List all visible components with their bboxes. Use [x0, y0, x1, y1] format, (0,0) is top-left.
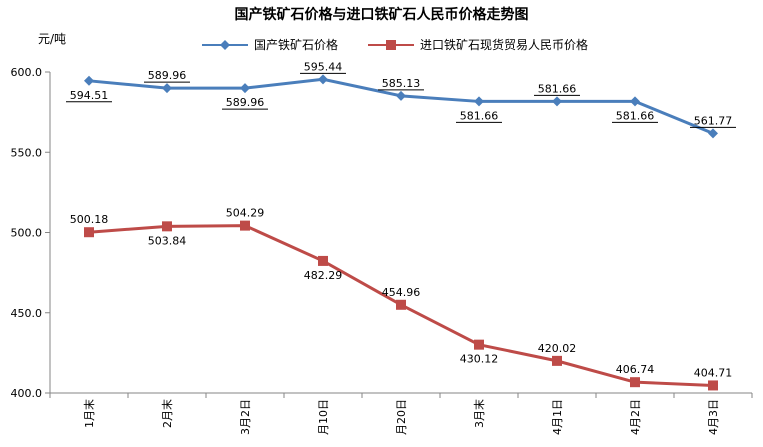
data-point-square [84, 227, 94, 238]
data-label: 595.44 [304, 60, 343, 73]
data-point-square [552, 355, 562, 366]
data-label: 581.66 [460, 109, 499, 122]
data-label: 581.66 [538, 82, 577, 95]
y-axis-unit-label: 元/吨 [38, 32, 67, 46]
x-tick-label: 月20日 [395, 399, 408, 435]
data-point-square [318, 255, 328, 266]
data-point-diamond [630, 96, 640, 107]
x-tick-label: 4月2日 [629, 399, 642, 435]
data-label: 404.71 [694, 366, 733, 379]
x-tick-label: 1月末 [82, 399, 96, 428]
data-label: 561.77 [694, 114, 733, 127]
data-point-diamond [240, 83, 250, 94]
data-label: 420.02 [538, 342, 577, 355]
data-point-diamond [552, 96, 562, 107]
y-tick-label: 450.0 [11, 307, 43, 320]
data-label: 585.13 [382, 77, 421, 90]
data-point-diamond [318, 74, 328, 85]
y-tick-label: 600.0 [11, 66, 43, 79]
data-label: 504.29 [226, 207, 265, 220]
legend-marker-square [368, 39, 415, 50]
data-point-diamond [396, 90, 406, 101]
chart-title: 国产铁矿石价格与进口铁矿石人民币价格走势图 [234, 7, 529, 23]
x-tick-label: 3月2日 [239, 399, 252, 435]
data-point-diamond [474, 96, 484, 107]
data-point-square [474, 339, 484, 350]
data-label: 581.66 [616, 109, 655, 122]
data-label: 589.96 [148, 69, 187, 82]
data-label: 482.29 [304, 269, 343, 282]
y-tick-label: 550.0 [11, 146, 43, 159]
data-label: 500.18 [70, 213, 109, 226]
x-tick-label: 3月末 [472, 399, 486, 428]
y-tick-label: 400.0 [11, 387, 43, 400]
data-point-square [162, 221, 172, 232]
data-label: 454.96 [382, 286, 421, 299]
data-point-diamond [162, 83, 172, 94]
x-tick-label: 2月末 [160, 399, 174, 428]
legend-item-domestic: 国产铁矿石价格 [200, 36, 338, 53]
data-point-square [708, 380, 718, 391]
data-point-diamond [708, 128, 718, 139]
data-label: 503.84 [148, 234, 187, 247]
y-tick-label: 500.0 [11, 227, 43, 240]
legend-item-imported: 进口铁矿石现货贸易人民币价格 [366, 36, 588, 53]
x-tick-label: 月10日 [317, 399, 330, 435]
x-tick-label: 4月3日 [707, 399, 720, 435]
data-point-diamond [84, 75, 94, 86]
data-point-square [630, 377, 640, 388]
data-label: 406.74 [616, 363, 655, 376]
legend: 国产铁矿石价格 进口铁矿石现货贸易人民币价格 [200, 36, 588, 53]
legend-label-domestic: 国产铁矿石价格 [254, 38, 339, 52]
legend-label-imported: 进口铁矿石现货贸易人民币价格 [420, 38, 589, 52]
data-point-square [396, 299, 406, 310]
data-label: 594.51 [70, 89, 109, 102]
data-label: 589.96 [226, 96, 265, 109]
legend-marker-diamond [202, 39, 248, 50]
data-point-square [240, 220, 250, 231]
data-label: 430.12 [460, 353, 499, 366]
x-tick-label: 4月1日 [551, 399, 564, 435]
